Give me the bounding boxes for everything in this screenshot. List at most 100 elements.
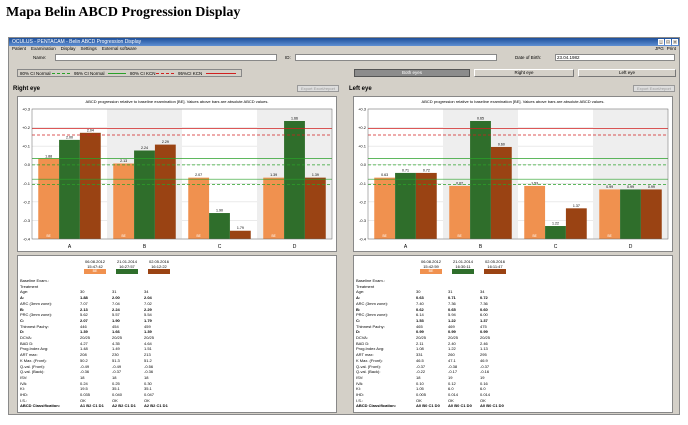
category-label: A (404, 244, 408, 250)
exam-date: 21.01.2014 (452, 259, 474, 264)
row-value: 30 (80, 289, 85, 295)
row-value: 1.13 (480, 346, 488, 352)
menu-examination[interactable]: Examination (31, 46, 56, 51)
table-row: ART max: 331 260 295 (356, 352, 672, 357)
y-tick-label: -0.4 (359, 237, 367, 242)
exam-column-header[interactable]: 06.08.2012 15:47:42 BE (80, 259, 110, 274)
row-label: A: (20, 295, 25, 301)
row-value: 5.57 (112, 312, 120, 318)
row-value: 31 (448, 289, 453, 295)
table-row: ARC (3mm zone): 7.07 7.04 7.02 (20, 301, 336, 306)
both-eyes-button[interactable]: Both eyes (354, 69, 470, 77)
legend-bar: 80% CI Normal 95% CI Normal 80% CI KCN 9… (11, 68, 679, 78)
right-eye-panel: Right eye Export Excel/report ABCD progr… (11, 83, 342, 413)
export-button[interactable]: Export Excel/report (633, 85, 675, 92)
exam-column-header[interactable]: 06.08.2012 15:42:59 BE (416, 259, 446, 274)
right-eye-button[interactable]: Right eye (474, 69, 574, 77)
data-table: 06.08.2012 15:42:59 BE 21.01.2014 16:30:11 02… (353, 255, 673, 413)
bar (374, 177, 396, 239)
chart-subtitle: ABCD progression relative to baseline ex… (421, 99, 605, 104)
exam-date: 06.08.2012 (420, 259, 442, 264)
row-value: 7.04 (112, 300, 120, 306)
bar-tag: BE (197, 234, 201, 238)
row-value: 46.5 (416, 357, 424, 363)
row-value: 34 (480, 289, 485, 295)
row-value: 5.54 (144, 312, 152, 318)
row-value: 18 (144, 374, 149, 380)
row-value: 20/25 (80, 335, 91, 340)
maximize-icon[interactable]: □ (665, 39, 671, 45)
row-value: 1.39 (144, 329, 152, 335)
table-row: IHD: 0.035 0.040 0.047 (20, 392, 336, 397)
row-value: 47.1 (448, 357, 456, 363)
exam-column-header[interactable]: 02.05.2016 16:11:47 (480, 259, 510, 274)
menu-display[interactable]: Display (60, 46, 76, 51)
exam-column-header[interactable]: 21.01.2014 16:30:11 (448, 259, 478, 274)
row-value: 295 (480, 352, 487, 358)
bar-value-label: 1.88 (45, 154, 52, 158)
exam-column-header[interactable]: 21.01.2014 16:27:57 (112, 259, 142, 274)
row-value: 0.63 (416, 295, 424, 301)
minimize-icon[interactable]: _ (658, 39, 664, 45)
export-button[interactable]: Export Excel/report (297, 85, 339, 92)
figure-title: Mapa Belin ABCD Progression Display (6, 5, 241, 20)
row-value: 1.51 (144, 346, 152, 352)
bar-value-label: 0.65 (477, 117, 484, 121)
row-value: 7.02 (144, 300, 152, 306)
table-row: Thinnest Pachy: 465 469 475 (356, 324, 672, 329)
window-controls: _ □ × (658, 39, 678, 45)
row-value: 331 (416, 352, 423, 358)
row-value: 0.99 (480, 329, 488, 335)
bar-tag: BE (608, 234, 612, 238)
print-button[interactable]: Print (666, 46, 676, 51)
table-row: IVA: 0.24 0.25 0.30 (20, 381, 336, 386)
bar (490, 146, 512, 239)
row-value: 4.27 (80, 340, 88, 346)
menu-patient[interactable]: Patient (12, 46, 27, 51)
table-row: ABCD Classification: A0 B0 C1 D0 A0 B0 C1 … (356, 403, 672, 408)
y-tick-label: -0.3 (359, 218, 367, 223)
row-label: D: (356, 329, 361, 335)
dob-label: Date of Birth: (515, 55, 542, 60)
bar-value-label: 2.07 (195, 173, 202, 177)
close-icon[interactable]: × (672, 39, 678, 45)
id-field[interactable] (295, 54, 497, 61)
jpg-button[interactable]: JPG (654, 46, 664, 51)
dob-field[interactable]: 23.04.1982 (555, 54, 675, 61)
row-value: -0.38 (448, 363, 458, 369)
exam-column-header[interactable]: 02.05.2016 16:12:22 (144, 259, 174, 274)
row-value: 19 (448, 374, 453, 380)
name-field[interactable] (55, 54, 277, 61)
bar-value-label: 1.39 (270, 173, 277, 177)
series-color-swatch: BE (84, 269, 106, 274)
bar (229, 230, 251, 239)
table-row: Baseline Exam.: (20, 278, 336, 283)
y-tick-label: +0.2 (358, 125, 367, 130)
bar (154, 144, 176, 239)
menu-settings[interactable]: Settings (80, 46, 97, 51)
table-row: Q-val. (Front): -0.37 -0.38 -0.37 (356, 364, 672, 369)
exam-time: 16:27:57 (119, 264, 135, 269)
left-eye-button[interactable]: Left eye (578, 69, 676, 77)
row-value: 7.36 (480, 300, 488, 306)
bar (284, 121, 305, 239)
row-value: 6.0 (480, 386, 486, 392)
panel-title: Left eye (349, 86, 372, 92)
bar-value-label: 1.90 (216, 209, 223, 213)
y-tick-label: 0.0 (360, 162, 366, 167)
row-value: 34 (144, 289, 149, 295)
row-label: I.S.: (356, 397, 364, 403)
legend-line (206, 73, 236, 74)
table-row: B: 2.13 2.24 2.29 (20, 307, 336, 312)
menu-external-software[interactable]: External software (101, 46, 137, 51)
row-value: 0.71 (448, 295, 456, 301)
table-row: Thinnest Pachy: 446 454 459 (20, 324, 336, 329)
row-value: 260 (448, 352, 455, 358)
row-value: 50.2 (80, 357, 88, 363)
row-value: 0.040 (112, 392, 123, 397)
row-value: 46.9 (480, 357, 488, 363)
patient-bar: Name: ID: Date of Birth: 23.04.1982 (9, 52, 679, 64)
bar-value-label: 0.62 (456, 181, 463, 185)
row-value: OK (144, 397, 150, 403)
bar-value-label: 2.04 (87, 128, 94, 132)
